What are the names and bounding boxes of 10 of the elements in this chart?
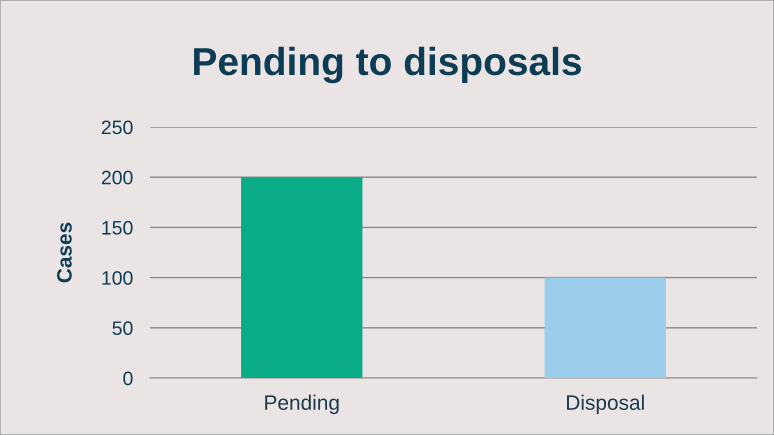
y-tick-label: 150 [102,220,133,235]
y-tick-label: 50 [112,321,133,336]
y-tick-label: 0 [123,371,133,386]
x-tick-label: Disposal [567,394,644,414]
y-tick-label: 100 [102,271,133,285]
chart-title: Pending to disposals [194,46,581,84]
x-tick-label: Pending [265,394,339,414]
y-axis-title: Cases [57,222,72,282]
y-tick-label: 250 [102,120,133,134]
y-tick-label: 200 [102,170,133,184]
